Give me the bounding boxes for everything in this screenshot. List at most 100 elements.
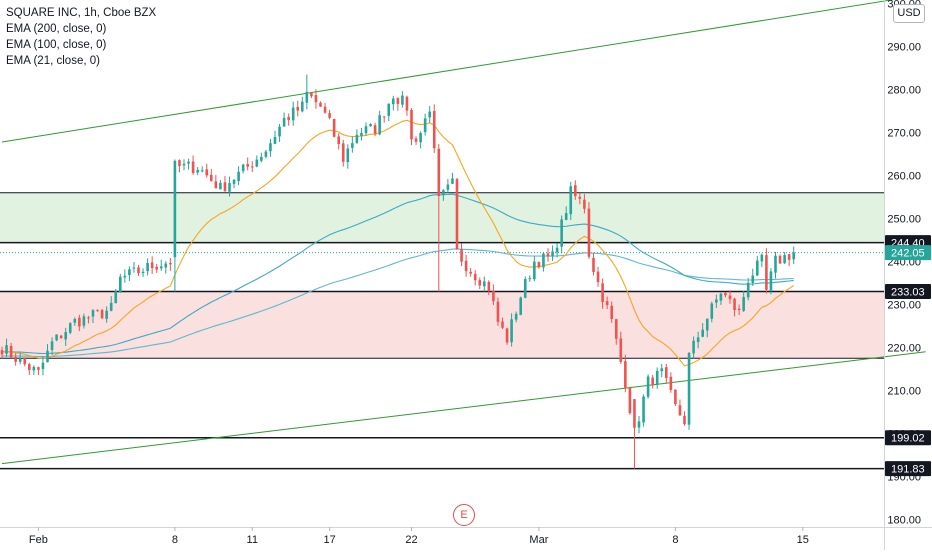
candle <box>191 155 195 175</box>
candle-body <box>451 178 454 184</box>
candle-body <box>678 405 682 416</box>
currency-selector[interactable]: USD <box>893 4 925 23</box>
candle-body <box>469 271 472 274</box>
candle-body <box>328 113 331 118</box>
candle-body <box>5 345 8 354</box>
candle-body <box>191 161 195 173</box>
candle-body <box>560 219 563 247</box>
candle-body <box>291 107 295 121</box>
candle-body <box>715 299 718 303</box>
candle-body <box>742 296 745 311</box>
candle-body <box>696 337 700 343</box>
candle <box>269 138 272 157</box>
candle <box>119 273 122 294</box>
candle-body <box>100 310 104 319</box>
candle <box>596 266 600 287</box>
candle <box>523 276 527 299</box>
candle <box>555 243 559 258</box>
candle-body <box>587 208 591 257</box>
candle-body <box>642 396 645 423</box>
candle-body <box>96 310 99 312</box>
candle-body <box>369 124 372 127</box>
candle-body <box>214 181 218 189</box>
candle <box>619 331 623 364</box>
candle-body <box>392 98 395 105</box>
candle-body <box>396 97 400 104</box>
candle <box>487 280 491 296</box>
candle-body <box>355 134 359 143</box>
candle-body <box>660 368 664 372</box>
candle <box>651 375 654 389</box>
candle <box>146 258 149 276</box>
candle <box>655 367 659 389</box>
y-tick-label: 290.00 <box>887 42 921 54</box>
candle <box>546 248 550 262</box>
candle-body <box>492 290 495 302</box>
candle-body <box>241 164 245 172</box>
candle <box>28 362 31 375</box>
candle <box>392 95 395 111</box>
candle <box>601 278 604 309</box>
legend-ema21[interactable]: EMA (21, close, 0) <box>6 55 100 67</box>
candle <box>264 149 268 159</box>
candle-body <box>487 281 491 291</box>
candle <box>624 354 627 393</box>
candle <box>674 389 677 407</box>
candle-body <box>405 96 409 111</box>
candle-body <box>68 323 72 333</box>
candle <box>0 346 4 359</box>
candle <box>278 123 281 142</box>
candle-body <box>382 116 386 118</box>
candle <box>369 123 372 127</box>
candle-body <box>314 95 318 103</box>
candle-body <box>360 132 363 136</box>
candle-body <box>296 106 300 111</box>
candle <box>114 288 118 304</box>
candle-body <box>733 298 736 310</box>
candle-body <box>701 329 704 337</box>
candle-body <box>87 317 90 319</box>
candle <box>50 337 54 355</box>
candle-body <box>82 316 86 326</box>
candle <box>196 167 199 176</box>
candle <box>237 166 240 186</box>
candle-body <box>18 358 22 362</box>
candle <box>382 116 386 123</box>
price-label: 191.83 <box>891 464 925 476</box>
candle <box>496 297 500 326</box>
candle <box>214 175 218 189</box>
candle <box>414 136 418 145</box>
y-tick-label: 270.00 <box>887 128 921 140</box>
candle-body <box>64 332 67 340</box>
candle-body <box>519 297 522 315</box>
candle-body <box>232 179 236 184</box>
candle <box>46 344 49 363</box>
price-label-bg <box>885 283 931 299</box>
candle <box>642 394 645 427</box>
candle <box>141 268 145 277</box>
candle-body <box>273 136 277 144</box>
candle <box>464 254 468 277</box>
candle <box>296 100 300 117</box>
candle-body <box>628 388 632 414</box>
candle-body <box>196 170 199 173</box>
candle <box>78 314 81 332</box>
candle-body <box>537 262 541 268</box>
legend-ema100[interactable]: EMA (100, close, 0) <box>6 39 107 51</box>
candle-body <box>119 276 122 293</box>
candle-body <box>674 389 677 405</box>
earnings-marker[interactable]: E <box>453 504 475 526</box>
legend-ema200[interactable]: EMA (200, close, 0) <box>6 23 107 35</box>
candle <box>109 296 113 312</box>
ema100-line <box>1 193 794 355</box>
chart-legend: SQUARE INC, 1h, Cboe BZX EMA (200, close… <box>6 5 156 69</box>
candle <box>123 269 127 283</box>
candle-body <box>210 174 213 181</box>
candle-body <box>55 334 58 341</box>
x-tick-label: 17 <box>323 534 335 546</box>
legend-symbol[interactable]: SQUARE INC, 1h, Cboe BZX <box>6 7 157 19</box>
candle-body <box>460 249 463 262</box>
candle-body <box>91 310 95 317</box>
